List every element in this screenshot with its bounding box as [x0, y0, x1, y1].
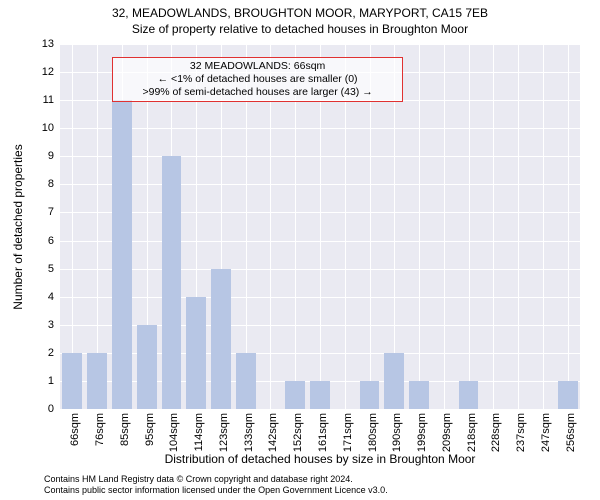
- annotation-line: 32 MEADOWLANDS: 66sqm: [119, 60, 396, 73]
- bar: [87, 353, 107, 409]
- bar: [459, 381, 479, 409]
- x-tick: 237sqm: [515, 409, 527, 452]
- y-tick: 5: [48, 263, 60, 275]
- bar: [409, 381, 429, 409]
- x-tick: 247sqm: [540, 409, 552, 452]
- gridline-v: [518, 44, 519, 409]
- y-tick: 11: [43, 94, 60, 106]
- bar: [236, 353, 256, 409]
- y-tick: 8: [48, 178, 60, 190]
- credits-line1: Contains HM Land Registry data © Crown c…: [44, 474, 388, 485]
- x-tick: 171sqm: [342, 409, 354, 452]
- gridline-v: [444, 44, 445, 409]
- plot-area: 01234567891011121366sqm76sqm85sqm95sqm10…: [60, 44, 580, 409]
- x-tick: 190sqm: [391, 409, 403, 452]
- y-axis-label-wrap: Number of detached properties: [10, 44, 25, 409]
- annotation-line: ← <1% of detached houses are smaller (0): [119, 73, 396, 86]
- bar: [62, 353, 82, 409]
- title-line2: Size of property relative to detached ho…: [0, 22, 600, 36]
- y-tick: 0: [48, 403, 60, 415]
- annotation-line: >99% of semi-detached houses are larger …: [119, 86, 396, 99]
- title-line1: 32, MEADOWLANDS, BROUGHTON MOOR, MARYPOR…: [0, 6, 600, 20]
- x-tick: 218sqm: [466, 409, 478, 452]
- y-tick: 12: [42, 66, 60, 78]
- bar: [112, 100, 132, 409]
- x-tick: 66sqm: [69, 409, 81, 446]
- y-tick: 9: [48, 150, 60, 162]
- gridline-v: [419, 44, 420, 409]
- gridline-v: [568, 44, 569, 409]
- y-tick: 13: [42, 38, 60, 50]
- x-tick: 199sqm: [416, 409, 428, 452]
- credits-line2: Contains public sector information licen…: [44, 485, 388, 496]
- bar: [384, 353, 404, 409]
- y-tick: 4: [48, 291, 60, 303]
- gridline-v: [543, 44, 544, 409]
- x-tick: 142sqm: [267, 409, 279, 452]
- y-tick: 1: [48, 375, 60, 387]
- gridline-v: [493, 44, 494, 409]
- x-tick: 228sqm: [490, 409, 502, 452]
- x-tick: 76sqm: [94, 409, 106, 446]
- x-tick: 104sqm: [168, 409, 180, 452]
- credits: Contains HM Land Registry data © Crown c…: [44, 474, 388, 496]
- x-tick: 123sqm: [218, 409, 230, 452]
- x-tick: 114sqm: [193, 409, 205, 451]
- y-tick: 6: [48, 235, 60, 247]
- x-axis-label: Distribution of detached houses by size …: [60, 452, 580, 466]
- annotation-box: 32 MEADOWLANDS: 66sqm← <1% of detached h…: [112, 57, 403, 102]
- x-tick: 256sqm: [565, 409, 577, 452]
- y-tick: 2: [48, 347, 60, 359]
- x-tick: 161sqm: [317, 409, 329, 452]
- x-tick: 209sqm: [441, 409, 453, 452]
- bar: [162, 156, 182, 409]
- x-tick: 95sqm: [144, 409, 156, 446]
- y-axis-label: Number of detached properties: [11, 144, 25, 309]
- y-tick: 3: [48, 319, 60, 331]
- gridline-v: [469, 44, 470, 409]
- x-tick: 133sqm: [243, 409, 255, 452]
- x-tick: 85sqm: [119, 409, 131, 446]
- bar: [558, 381, 578, 409]
- bar: [211, 269, 231, 409]
- y-tick: 10: [42, 122, 60, 134]
- x-tick: 152sqm: [292, 409, 304, 452]
- y-tick: 7: [48, 206, 60, 218]
- bar: [186, 297, 206, 409]
- x-tick: 180sqm: [367, 409, 379, 452]
- bar: [137, 325, 157, 409]
- bar: [310, 381, 330, 409]
- bar: [285, 381, 305, 409]
- chart-title-area: 32, MEADOWLANDS, BROUGHTON MOOR, MARYPOR…: [0, 6, 600, 36]
- bar: [360, 381, 380, 409]
